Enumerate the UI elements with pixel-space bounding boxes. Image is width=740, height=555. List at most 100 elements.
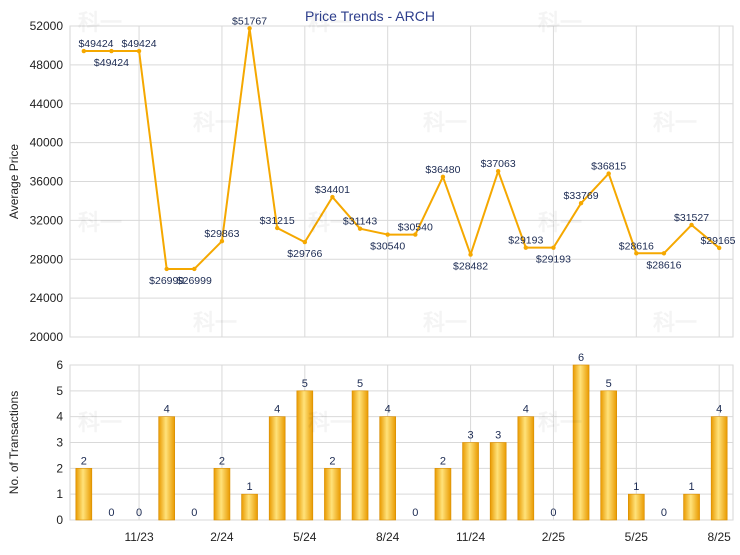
x-tick-label: 8/24 [376,530,400,544]
bar [683,493,700,521]
y-tick-label: 5 [56,384,63,398]
chart-title: Price Trends - ARCH [305,8,435,24]
bar-value-label: 1 [247,481,253,493]
data-point [578,200,584,206]
watermark-text: 科一 [193,110,237,135]
bar [517,416,535,521]
bar [572,364,590,521]
watermark-text: 科一 [423,110,467,135]
bar-value-label: 4 [385,404,391,416]
data-point [247,26,252,31]
data-point [551,245,556,250]
watermark-text: 科一 [78,410,122,435]
data-label: $29193 [508,235,543,247]
x-tick-label: 2/25 [542,530,566,544]
data-point [164,266,169,272]
bar [489,442,507,521]
data-label: $36480 [425,164,460,176]
data-label: $26999 [149,275,184,287]
bar [324,468,341,521]
data-point [689,222,694,228]
watermark-text: 科一 [538,210,582,235]
bar [710,416,728,521]
y-tick-label: 0 [56,513,63,527]
watermark-text: 科一 [78,10,122,35]
bar [75,468,93,521]
bar [241,493,258,521]
data-label: $37063 [481,158,516,170]
bar [213,468,231,521]
data-point [468,252,473,257]
bar [268,416,286,521]
bar-value-label: 3 [468,430,474,442]
y-axis-label: Average Price [7,144,21,219]
y-tick-label: 2 [56,461,63,475]
data-label: $49424 [94,57,129,69]
data-point [109,48,114,54]
data-label: $30540 [370,241,405,253]
x-tick-label: 11/24 [456,530,485,544]
y-tick-label: 28000 [30,252,64,266]
data-label: $26999 [177,275,212,287]
bar-value-label: 4 [716,404,722,416]
data-label: $28616 [646,259,681,271]
y-axis-label: No. of Transactions [7,391,21,494]
watermark-text: 科一 [538,10,582,35]
bar-value-label: 0 [412,507,418,519]
watermark-text: 科一 [193,310,237,335]
price-trend-chart: 20000 24000 28000 32000 36000 40000 44000 48000… [7,8,736,344]
data-point [219,238,225,244]
data-point [606,171,611,176]
data-label: $51767 [232,15,267,27]
x-tick-label: 5/24 [293,530,317,544]
data-point [302,239,308,245]
data-point [357,226,363,231]
x-tick-label: 2/24 [210,530,234,544]
watermark-text: 科一 [653,310,697,335]
bar-value-label: 6 [578,352,584,364]
data-label: $31143 [343,216,377,228]
data-label: $29766 [287,248,322,260]
data-label: $36815 [591,161,626,173]
y-tick-label: 36000 [30,175,64,189]
data-label: $34401 [315,184,350,196]
data-label: $31215 [260,215,295,227]
watermark-text: 科一 [308,210,352,235]
y-tick-label: 52000 [30,19,64,33]
bar-value-label: 2 [440,455,446,467]
data-label: $30540 [398,222,433,234]
bar-value-label: 0 [550,507,556,519]
data-point [661,251,667,256]
bar [462,442,479,521]
watermark-text: 科一 [308,410,352,435]
watermark-text: 科一 [78,210,122,235]
data-label: $29193 [536,254,571,266]
data-point [523,245,529,250]
data-label: $49424 [122,38,157,50]
data-label: $49424 [78,38,113,50]
x-tick-label: 8/25 [708,530,732,544]
bar-value-label: 0 [661,507,667,519]
data-point [136,48,142,54]
watermark-text: 科一 [653,110,697,135]
data-point [413,232,418,237]
data-point [716,245,722,251]
bar-value-label: 2 [81,455,87,467]
bar [600,390,617,521]
bar-value-label: 1 [633,481,639,493]
x-tick-label: 11/23 [124,530,153,544]
bar [434,468,452,521]
y-tick-label: 48000 [30,58,64,72]
y-tick-label: 3 [56,436,63,450]
data-point [330,194,335,200]
data-point [274,225,280,231]
data-point [440,174,446,180]
bar [296,390,314,521]
data-point [634,251,639,256]
bar-value-label: 4 [523,404,529,416]
bar [628,493,645,521]
y-tick-label: 32000 [30,213,64,227]
transactions-chart: 0 1 2 3 4 5 6 11/23 2/24 5/24 8/24 11/24 2/25 5/25 8/2… [7,352,734,544]
bar-value-label: 0 [108,507,114,519]
